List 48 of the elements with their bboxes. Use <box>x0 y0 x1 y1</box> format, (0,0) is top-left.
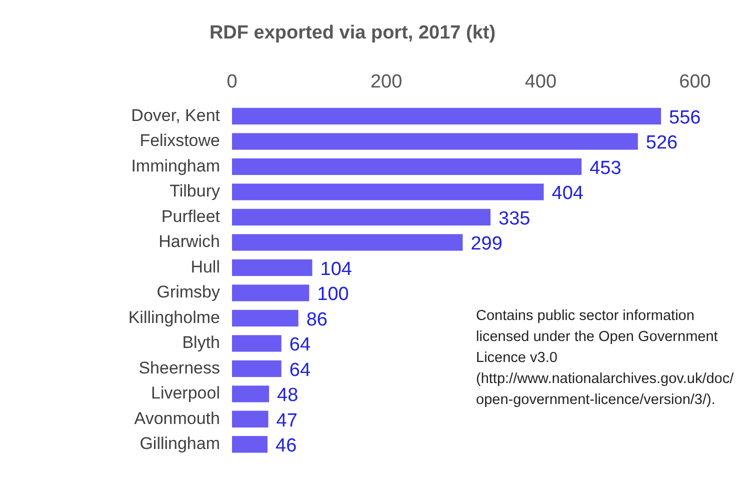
bar <box>232 410 268 428</box>
bar <box>232 234 463 251</box>
y-tick-label: Grimsby <box>156 282 220 302</box>
data-label: 64 <box>289 334 311 356</box>
data-label: 299 <box>470 234 502 255</box>
bar <box>232 386 270 402</box>
x-tick-label: 0 <box>226 71 238 92</box>
annotation: Contains public sector information licensed under the Open Government Licence v3.0 (http://www.nationalarchives.gov.uk/doc/open-government-licence/version/3/). <box>476 307 735 410</box>
y-tick-label: Hull <box>190 257 220 276</box>
y-tick-label: Liverpool <box>151 384 220 403</box>
y-tick-label: Gillingham <box>140 434 220 454</box>
y-tick-label: Felixstowe <box>140 131 220 150</box>
x-tick-label: 200 <box>370 71 402 92</box>
data-label: 64 <box>289 360 311 381</box>
y-tick-label: Dover, Kent <box>131 106 220 125</box>
data-label: 453 <box>590 158 622 179</box>
bar <box>232 158 582 176</box>
bar <box>232 184 544 200</box>
bar <box>232 360 282 377</box>
bar <box>232 284 310 302</box>
y-tick-label: Tilbury <box>170 182 220 201</box>
x-tick-label: 400 <box>524 71 557 92</box>
y-tick-label: Killingholme <box>128 308 220 327</box>
y-tick-label: Immingham <box>131 156 220 176</box>
bar <box>232 259 312 276</box>
data-label: 526 <box>646 132 678 154</box>
data-label: 556 <box>669 107 701 128</box>
chart-title: RDF exported via port, 2017 (kt) <box>209 22 496 44</box>
y-tick-label: Purfleet <box>161 206 220 226</box>
y-tick-label: Harwich <box>158 232 220 252</box>
bar <box>232 108 662 125</box>
data-label: 104 <box>320 258 352 280</box>
y-tick-label: Sheerness <box>138 358 220 378</box>
data-label: 335 <box>498 208 530 230</box>
data-label: 404 <box>552 183 584 204</box>
x-tick-label: 600 <box>679 71 711 92</box>
data-label: 46 <box>275 436 297 457</box>
data-label: 47 <box>276 410 298 432</box>
bar <box>232 436 268 453</box>
data-label: 86 <box>306 309 328 330</box>
y-tick-label: Avonmouth <box>134 408 220 428</box>
y-tick-label: Blyth <box>182 333 220 352</box>
bar <box>232 335 282 352</box>
bar <box>232 133 638 150</box>
data-label: 100 <box>317 284 349 306</box>
data-label: 48 <box>277 385 298 406</box>
bar <box>232 310 298 326</box>
bar <box>232 208 491 226</box>
